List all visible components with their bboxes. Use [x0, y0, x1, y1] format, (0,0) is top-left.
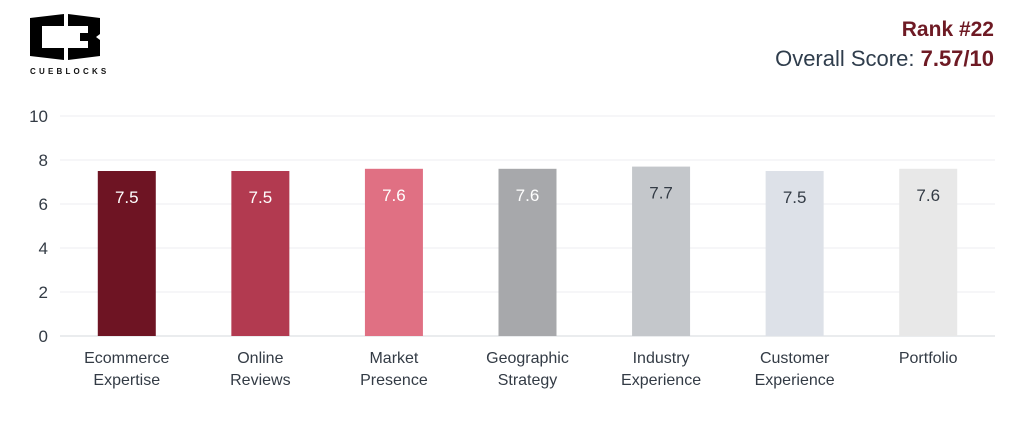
bar-0	[97, 171, 156, 336]
cueblocks-logo: CUEBLOCKS	[28, 14, 110, 76]
data-label: 7.5	[249, 188, 273, 207]
bar-3	[498, 168, 557, 336]
data-label: 7.6	[382, 186, 406, 205]
score-header: Rank #22 Overall Score: 7.57/10	[775, 18, 994, 72]
rank-label: Rank #22	[901, 18, 994, 41]
x-tick-label: Geographic	[486, 350, 569, 367]
x-tick-label: Customer	[760, 350, 830, 367]
data-label: 7.5	[115, 188, 139, 207]
bar-4	[632, 166, 691, 336]
y-tick-label: 10	[29, 107, 48, 126]
data-label: 7.6	[516, 186, 540, 205]
data-label: 7.7	[649, 184, 673, 203]
x-tick-label: Strategy	[498, 372, 558, 389]
x-tick-label: Expertise	[93, 372, 160, 389]
bar-6	[899, 168, 958, 336]
x-tick-label: Ecommerce	[84, 350, 169, 367]
x-tick-label: Online	[237, 350, 283, 367]
score-value: 7.57/10	[920, 46, 994, 71]
x-tick-label: Industry	[633, 350, 690, 367]
overall-score: Overall Score: 7.57/10	[775, 46, 994, 72]
bar-5	[765, 171, 824, 336]
y-tick-label: 0	[39, 327, 48, 346]
logo-text: CUEBLOCKS	[30, 67, 110, 76]
score-label: Overall Score:	[775, 46, 915, 71]
bar-2	[364, 168, 423, 336]
x-tick-label: Reviews	[230, 372, 290, 389]
cb-logo-mark	[30, 14, 100, 60]
data-label: 7.5	[783, 188, 807, 207]
x-tick-label: Market	[369, 350, 418, 367]
y-tick-label: 8	[39, 151, 48, 170]
x-tick-label: Experience	[621, 372, 701, 389]
x-tick-label: Presence	[360, 372, 428, 389]
y-tick-label: 2	[39, 283, 48, 302]
data-label: 7.6	[916, 186, 940, 205]
x-tick-label: Portfolio	[899, 350, 958, 367]
x-tick-label: Experience	[755, 372, 835, 389]
y-tick-label: 6	[39, 195, 48, 214]
bar-1	[231, 171, 290, 336]
y-tick-label: 4	[39, 239, 48, 258]
